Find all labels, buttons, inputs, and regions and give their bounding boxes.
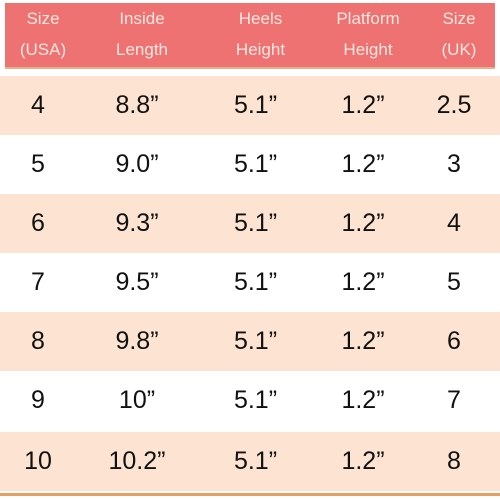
cell-size-usa: 6 (31, 209, 45, 237)
table-header: Size (USA) Inside Length Heels Height Pl… (5, 3, 495, 69)
table-bottom-rule (0, 493, 500, 496)
cell-inside-length: 9.5” (115, 268, 159, 296)
table-row: 9 10” 5.1” 1.2” 7 (0, 371, 500, 430)
table-row: 7 9.5” 5.1” 1.2” 5 (0, 253, 500, 312)
cell-inside-length: 9.8” (115, 327, 159, 355)
cell-size-usa: 10 (24, 447, 52, 475)
cell-size-usa: 9 (31, 386, 45, 414)
cell-size-usa: 7 (31, 268, 45, 296)
header-heels-height: Heels Height (235, 9, 286, 59)
cell-size-uk: 6 (447, 327, 461, 355)
cell-heels-height: 5.1” (233, 386, 278, 414)
cell-heels-height: 5.1” (233, 150, 278, 178)
cell-size-uk: 3 (447, 150, 461, 178)
cell-size-uk: 8 (447, 447, 461, 475)
header-platform-height: Platform Height (336, 9, 400, 59)
cell-size-usa: 5 (31, 150, 45, 178)
table-row: 4 8.8” 5.1” 1.2” 2.5 (0, 76, 500, 135)
cell-platform-height: 1.2” (341, 386, 385, 414)
cell-heels-height: 5.1” (233, 447, 278, 475)
table-row: 6 9.3” 5.1” 1.2” 4 (0, 194, 500, 253)
cell-size-uk: 2.5 (436, 91, 472, 119)
cell-platform-height: 1.2” (341, 91, 385, 119)
header-size-usa: Size (USA) (19, 9, 67, 59)
cell-size-uk: 7 (447, 386, 461, 414)
cell-size-usa: 8 (31, 327, 45, 355)
table-row: 8 9.8” 5.1” 1.2” 6 (0, 312, 500, 371)
cell-inside-length: 10.2” (108, 447, 166, 475)
cell-size-uk: 5 (447, 268, 461, 296)
cell-platform-height: 1.2” (341, 327, 385, 355)
cell-size-uk: 4 (447, 209, 461, 237)
cell-platform-height: 1.2” (341, 209, 385, 237)
table-row: 5 9.0” 5.1” 1.2” 3 (0, 135, 500, 194)
cell-heels-height: 5.1” (233, 91, 278, 119)
cell-size-usa: 4 (31, 91, 45, 119)
header-size-uk: Size (UK) (441, 9, 477, 59)
cell-heels-height: 5.1” (233, 268, 278, 296)
cell-heels-height: 5.1” (233, 327, 278, 355)
cell-inside-length: 10” (118, 386, 156, 414)
cell-platform-height: 1.2” (341, 447, 385, 475)
cell-inside-length: 9.3” (115, 209, 159, 237)
table-row: 10 10.2” 5.1” 1.2” 8 (0, 432, 500, 491)
cell-platform-height: 1.2” (341, 150, 385, 178)
cell-heels-height: 5.1” (233, 209, 278, 237)
cell-platform-height: 1.2” (341, 268, 385, 296)
cell-inside-length: 9.0” (115, 150, 159, 178)
header-inside-length: Inside Length (116, 9, 168, 59)
cell-inside-length: 8.8” (115, 91, 159, 119)
